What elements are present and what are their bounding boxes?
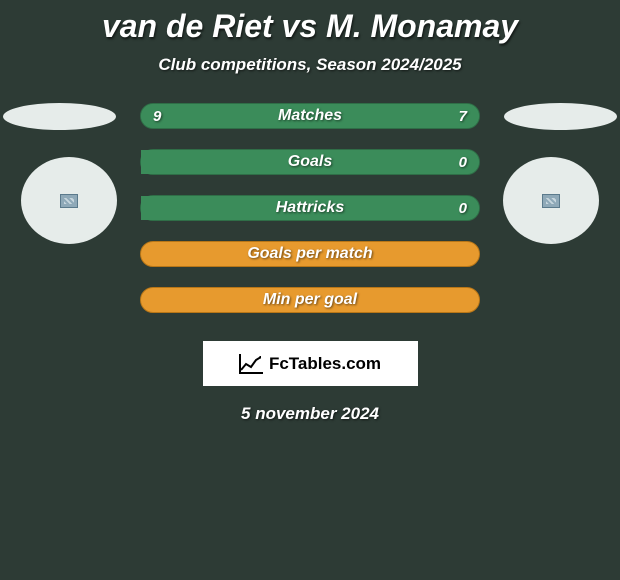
page-title: van de Riet vs M. Monamay	[0, 8, 620, 45]
stat-label: Goals per match	[141, 242, 479, 266]
player-right-badge-circle	[503, 157, 599, 244]
stat-value-right: 0	[459, 196, 467, 220]
player-left-ellipse	[3, 103, 116, 130]
branding-box: FcTables.com	[203, 341, 418, 386]
placeholder-badge-icon	[542, 194, 560, 208]
placeholder-badge-icon	[60, 194, 78, 208]
stat-value-right: 7	[459, 104, 467, 128]
stat-rows: Matches97Goals0Hattricks0Goals per match…	[140, 103, 480, 313]
player-right-ellipse	[504, 103, 617, 130]
branding-text: FcTables.com	[269, 354, 381, 374]
stat-label: Min per goal	[141, 288, 479, 312]
stat-value-left: 9	[153, 104, 161, 128]
stat-row: Min per goal	[140, 287, 480, 313]
page-subtitle: Club competitions, Season 2024/2025	[0, 55, 620, 75]
stat-label: Hattricks	[141, 196, 479, 220]
stat-label: Goals	[141, 150, 479, 174]
stat-row: Matches9 7	[140, 103, 480, 129]
stat-row: Hattricks0	[140, 195, 480, 221]
stat-value-right: 0	[459, 150, 467, 174]
stat-label: Matches	[141, 104, 479, 128]
player-left-badge-circle	[21, 157, 117, 244]
stats-area: Matches97Goals0Hattricks0Goals per match…	[0, 103, 620, 313]
chart-icon	[239, 354, 263, 374]
stat-row: Goals0	[140, 149, 480, 175]
stat-row: Goals per match	[140, 241, 480, 267]
date-label: 5 november 2024	[0, 404, 620, 424]
